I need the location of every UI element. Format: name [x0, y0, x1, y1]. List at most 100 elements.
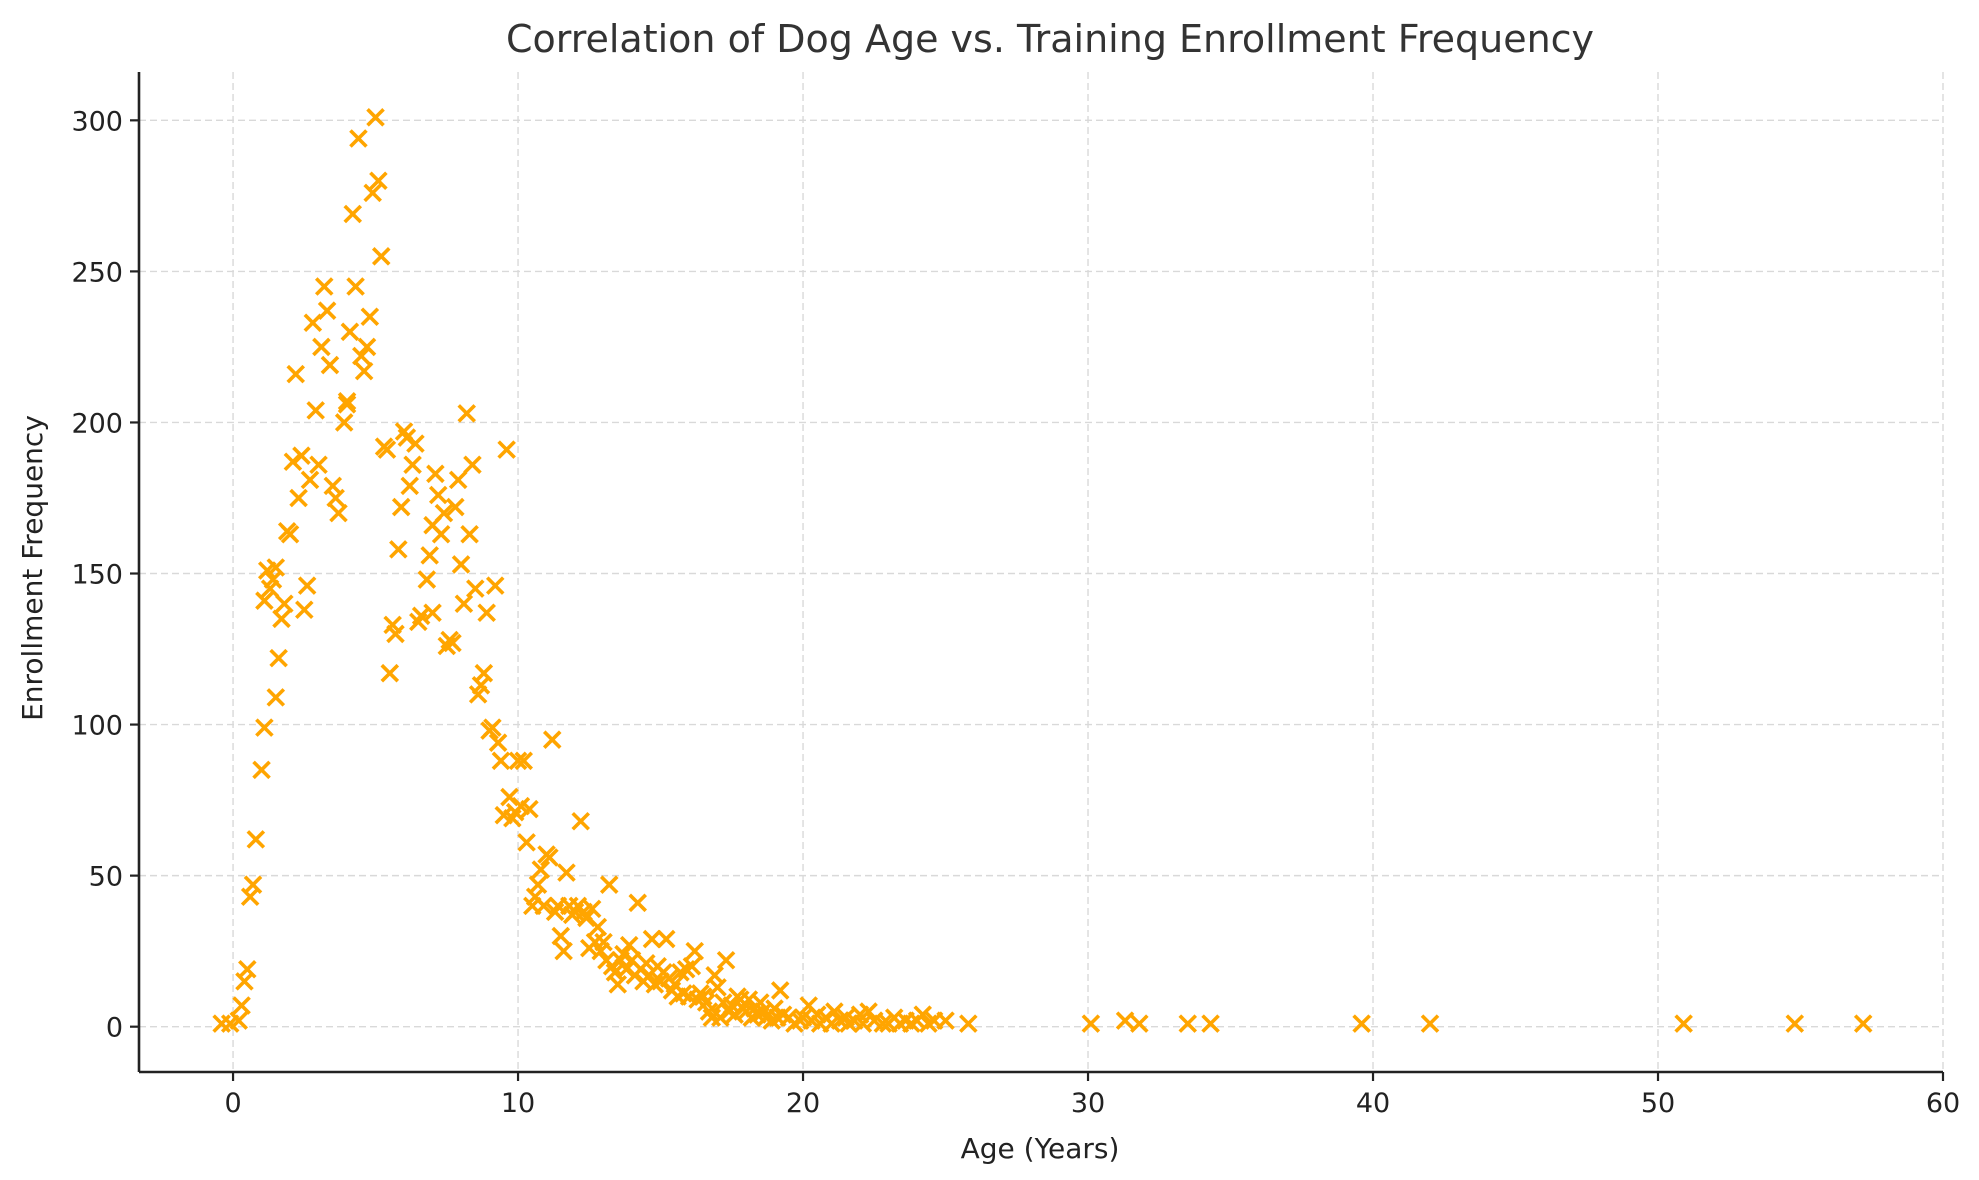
- y-tick-label: 50: [89, 862, 123, 893]
- y-tick-label: 0: [106, 1013, 123, 1044]
- grid-lines: [139, 72, 1944, 1072]
- data-point: [255, 718, 274, 737]
- data-point: [343, 204, 363, 224]
- data-point: [708, 978, 727, 997]
- data-point: [451, 555, 471, 574]
- data-point: [312, 337, 331, 357]
- data-point: [716, 950, 736, 970]
- y-tick-label: 200: [71, 408, 123, 439]
- data-point: [685, 941, 705, 961]
- data-point: [913, 1005, 933, 1024]
- y-tick-label: 250: [71, 257, 123, 288]
- data-point: [608, 975, 628, 994]
- data-point: [431, 524, 451, 544]
- data-point: [428, 485, 448, 505]
- data-point: [477, 603, 496, 623]
- data-point: [873, 1014, 893, 1033]
- data-point: [682, 956, 702, 976]
- data-point: [528, 875, 548, 894]
- data-point: [571, 811, 591, 831]
- data-point: [297, 576, 317, 595]
- axes: [137, 72, 1943, 1074]
- data-point: [426, 464, 445, 484]
- data-point: [255, 591, 274, 610]
- data-point: [349, 129, 368, 148]
- data-point: [289, 488, 308, 508]
- data-point: [229, 1011, 249, 1030]
- data-point: [1352, 1014, 1371, 1033]
- x-tick-label: 20: [786, 1088, 820, 1119]
- data-point: [628, 893, 648, 913]
- data-point: [320, 355, 340, 375]
- data-point: [417, 570, 437, 589]
- data-point: [232, 996, 251, 1015]
- x-tick-label: 50: [1641, 1088, 1675, 1119]
- data-point: [434, 503, 454, 523]
- y-tick-label: 150: [71, 560, 123, 591]
- x-tick-label: 40: [1356, 1088, 1390, 1119]
- data-point: [443, 633, 462, 653]
- data-point: [269, 648, 288, 668]
- data-point: [386, 624, 405, 644]
- data-point: [514, 751, 534, 771]
- data-point: [423, 603, 442, 623]
- data-point: [337, 395, 357, 414]
- data-point: [295, 600, 314, 620]
- data-point: [656, 929, 676, 949]
- data-point: [243, 875, 263, 894]
- x-tick-label: 60: [1926, 1088, 1960, 1119]
- data-point: [1674, 1014, 1693, 1033]
- data-point: [557, 863, 576, 882]
- data-point: [380, 663, 400, 683]
- data-point: [642, 929, 662, 949]
- data-point: [770, 981, 790, 1000]
- data-point: [366, 108, 385, 127]
- data-point: [300, 470, 320, 490]
- data-point: [1785, 1014, 1805, 1033]
- data-point: [619, 935, 639, 955]
- data-point: [508, 751, 528, 771]
- data-point: [517, 833, 536, 852]
- data-point: [391, 497, 411, 517]
- data-point: [959, 1014, 978, 1033]
- data-point: [466, 579, 485, 598]
- data-point: [369, 171, 388, 191]
- data-point: [329, 503, 348, 523]
- data-point: [346, 277, 365, 296]
- data-point: [1178, 1014, 1198, 1033]
- data-point: [334, 413, 354, 432]
- data-point: [542, 730, 562, 749]
- x-ticks: 0 10 20 30 40 50 60: [224, 1072, 1960, 1119]
- data-point: [420, 546, 439, 565]
- data-point: [534, 896, 553, 916]
- data-point: [266, 558, 286, 577]
- data-point: [275, 594, 294, 613]
- y-tick-label: 300: [71, 106, 123, 137]
- data-point: [1115, 1011, 1135, 1030]
- data-point: [599, 875, 619, 894]
- data-point: [460, 524, 479, 544]
- data-point: [1201, 1014, 1220, 1033]
- data-point: [1130, 1014, 1149, 1033]
- data-point: [582, 899, 602, 919]
- data-point: [337, 392, 357, 411]
- data-point: [554, 941, 573, 961]
- data-point: [309, 455, 328, 475]
- y-axis-label: Enrollment Frequency: [16, 415, 49, 721]
- data-point: [485, 576, 505, 595]
- data-point: [1420, 1014, 1440, 1033]
- y-tick-label: 100: [71, 711, 123, 742]
- chart-title: Correlation of Dog Age vs. Training Enro…: [506, 17, 1594, 61]
- data-point: [357, 337, 377, 357]
- data-point: [540, 848, 559, 867]
- data-point: [446, 497, 465, 517]
- data-point: [360, 307, 380, 326]
- data-point: [594, 932, 613, 952]
- data-point: [246, 830, 266, 849]
- data-point: [403, 455, 422, 475]
- y-ticks: 0 50 100 150 200 250 300: [71, 106, 139, 1044]
- data-point: [474, 663, 494, 683]
- data-point: [531, 860, 551, 879]
- data-point: [483, 718, 502, 737]
